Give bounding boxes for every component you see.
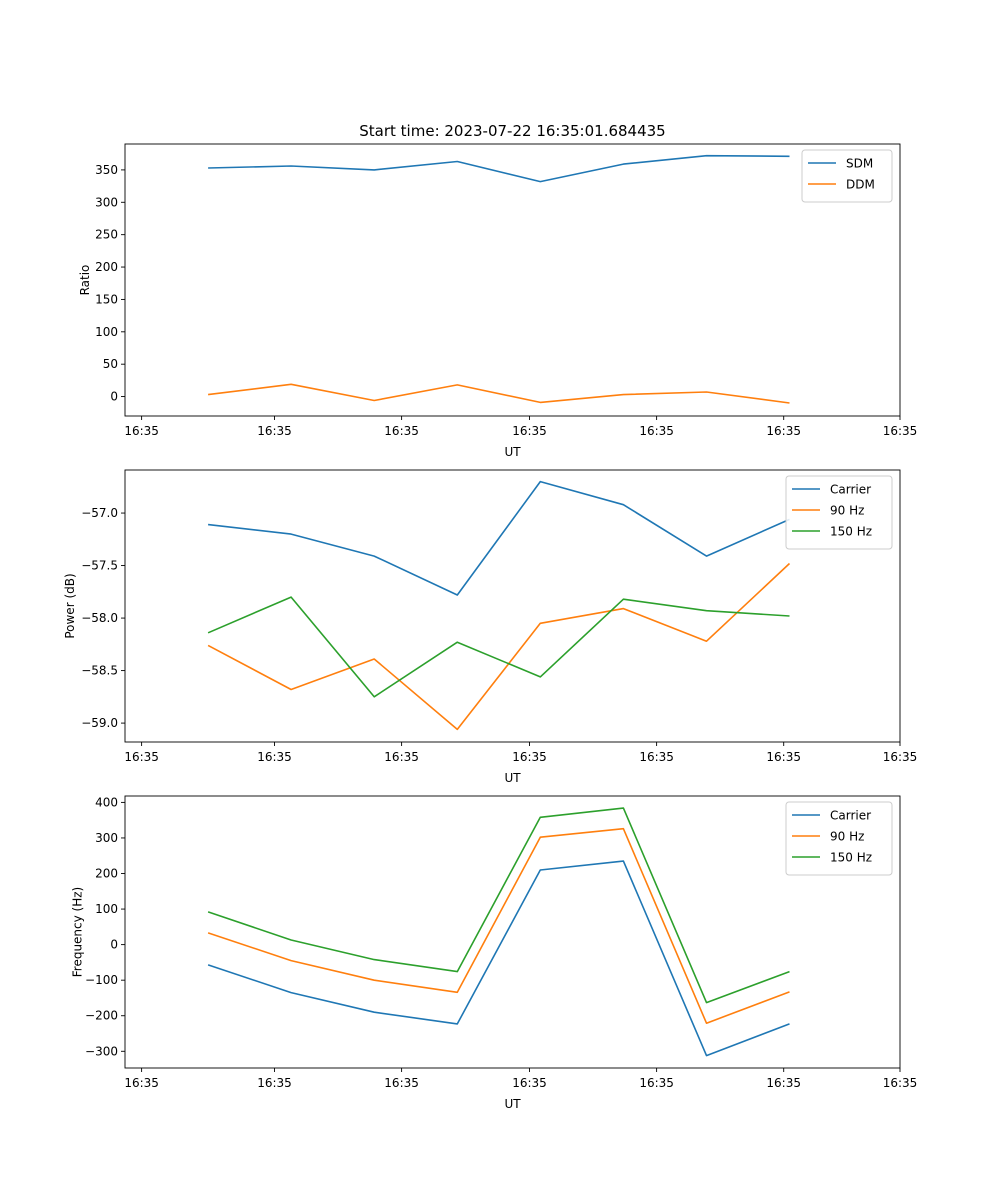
x-tick-label: 16:35 <box>384 1076 419 1090</box>
legend-label-sdm: SDM <box>846 157 873 171</box>
x-tick-label: 16:35 <box>639 424 674 438</box>
legend-label-150-hz: 150 Hz <box>830 525 872 539</box>
x-axis-label: UT <box>504 1097 521 1111</box>
y-tick-label: 100 <box>95 325 118 339</box>
x-tick-label: 16:35 <box>512 1076 547 1090</box>
x-tick-label: 16:35 <box>639 750 674 764</box>
y-tick-label: 200 <box>95 260 118 274</box>
legend-label-ddm: DDM <box>846 178 875 192</box>
legend-label-150-hz: 150 Hz <box>830 851 872 865</box>
x-tick-label: 16:35 <box>384 424 419 438</box>
y-tick-label: −59.0 <box>81 716 118 730</box>
figure-title: Start time: 2023-07-22 16:35:01.684435 <box>359 122 665 140</box>
series-line-ddm <box>208 383 790 404</box>
series-line-carrier <box>208 480 790 596</box>
series-line-sdm <box>208 154 790 183</box>
y-tick-label: 300 <box>95 195 118 209</box>
y-tick-label: −57.5 <box>81 559 118 573</box>
series-line-90-hz <box>207 827 790 1025</box>
legend: SDM DDM <box>801 149 893 203</box>
series-line-carrier <box>207 860 790 1057</box>
y-tick-label: 100 <box>95 902 118 916</box>
y-tick-label: −58.0 <box>81 611 118 625</box>
y-axis-label: Ratio <box>78 265 92 296</box>
y-axis-label: Power (dB) <box>63 573 77 638</box>
plot-frame <box>124 469 901 743</box>
legend-label-90-hz: 90 Hz <box>830 504 864 518</box>
y-tick-label: −300 <box>85 1044 118 1058</box>
x-tick-label: 16:35 <box>766 424 801 438</box>
x-tick-label: 16:35 <box>883 1076 918 1090</box>
x-tick-label: 16:35 <box>639 1076 674 1090</box>
x-axis-label: UT <box>504 771 521 785</box>
x-tick-label: 16:35 <box>512 424 547 438</box>
y-tick-label: 50 <box>103 357 118 371</box>
x-tick-label: 16:35 <box>257 1076 292 1090</box>
legend-label-carrier: Carrier <box>830 809 871 823</box>
series-line-90-hz <box>207 562 791 731</box>
x-tick-label: 16:35 <box>124 1076 159 1090</box>
plot-frame <box>124 143 901 417</box>
x-tick-label: 16:35 <box>883 424 918 438</box>
x-tick-label: 16:35 <box>124 750 159 764</box>
series-line-150-hz <box>207 596 790 698</box>
chart-panel-2: 16:35 16:35 16:35 16:35 16:35 16:35 16:35 UT −59… <box>63 469 918 785</box>
y-tick-label: 150 <box>95 292 118 306</box>
x-tick-label: 16:35 <box>766 1076 801 1090</box>
y-tick-label: 0 <box>110 390 118 404</box>
y-tick-label: 350 <box>95 163 118 177</box>
y-tick-label: −57.0 <box>81 506 118 520</box>
chart-panel-3: 16:35 16:35 16:35 16:35 16:35 16:35 16:35 UT −30… <box>71 795 918 1111</box>
series-line-150-hz <box>207 807 790 1004</box>
x-tick-label: 16:35 <box>883 750 918 764</box>
y-axis-label: Frequency (Hz) <box>71 887 85 978</box>
x-axis-label: UT <box>504 445 521 459</box>
x-tick-label: 16:35 <box>766 750 801 764</box>
x-tick-label: 16:35 <box>257 750 292 764</box>
chart-panel-1: 16:35 16:35 16:35 16:35 16:35 16:35 16:35 UT 0 50… <box>78 143 918 459</box>
y-tick-label: 200 <box>95 867 118 881</box>
y-tick-label: −58.5 <box>81 664 118 678</box>
legend: Carrier 90 Hz 150 Hz <box>785 801 893 876</box>
legend-label-carrier: Carrier <box>830 483 871 497</box>
y-tick-label: 300 <box>95 831 118 845</box>
x-tick-label: 16:35 <box>512 750 547 764</box>
legend: Carrier 90 Hz 150 Hz <box>785 475 893 550</box>
x-tick-label: 16:35 <box>257 424 292 438</box>
x-tick-label: 16:35 <box>124 424 159 438</box>
y-tick-label: −100 <box>85 973 118 987</box>
y-tick-label: 0 <box>110 938 118 952</box>
x-tick-label: 16:35 <box>384 750 419 764</box>
plot-frame <box>124 795 901 1069</box>
y-tick-label: 250 <box>95 228 118 242</box>
y-tick-label: −200 <box>85 1009 118 1023</box>
legend-label-90-hz: 90 Hz <box>830 830 864 844</box>
y-tick-label: 400 <box>95 795 118 809</box>
